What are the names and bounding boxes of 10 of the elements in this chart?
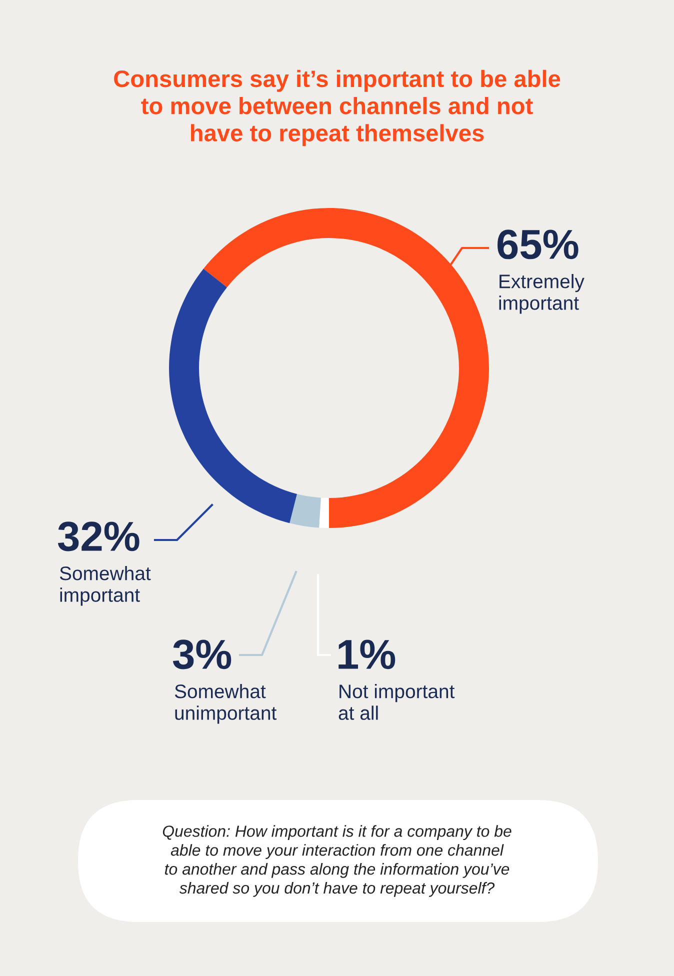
data-label: 1% [338, 640, 396, 670]
data-label: 3% [172, 640, 232, 670]
text: Question: How important is it for a company to be able to move your interaction from one channel to another and pass along the information you’ve shared so you don’t have to repeat yourself? [162, 825, 512, 897]
slice-label: Not important at all [338, 684, 455, 720]
slice-label: Somewhat important [60, 566, 151, 606]
slice-label: Extremely important [499, 274, 584, 314]
data-label: 32% [58, 522, 140, 552]
slice-label: Somewhat unimportant [174, 684, 277, 724]
chart-title: Consumers say it’s important to be able to move between channels and not have to repeat themselves [114, 70, 560, 146]
data-label: 65% [498, 230, 578, 260]
